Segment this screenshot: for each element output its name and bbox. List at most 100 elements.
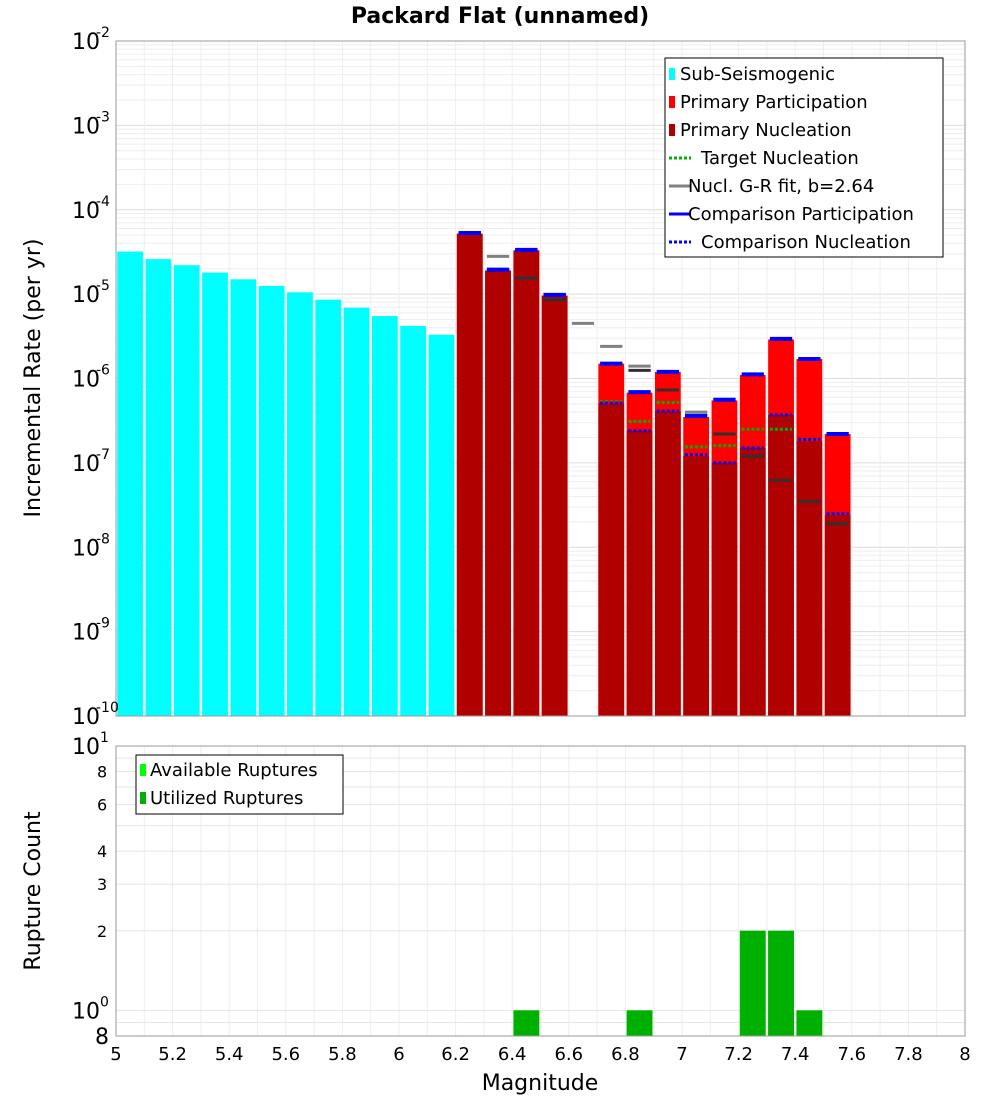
x-tick-label: 7.2: [724, 1044, 753, 1065]
bar-sub-seismogenic: [145, 259, 172, 716]
bar-primary-nucleation: [654, 411, 681, 716]
x-tick-label: 6.2: [441, 1044, 470, 1065]
x-tick-label: 5.8: [328, 1044, 357, 1065]
bar-primary-nucleation: [456, 233, 483, 716]
bottom-legend: Available Ruptures Utilized Ruptures: [135, 754, 344, 815]
top-y-tick-exponent: -2: [96, 25, 110, 41]
top-legend-box: [664, 57, 944, 258]
bar-utilized-ruptures: [626, 1010, 653, 1036]
bottom-plot-frame: [115, 745, 966, 1037]
x-tick-label: 7: [676, 1044, 687, 1065]
bar-primary-nucleation: [513, 250, 540, 717]
bar-primary-nucleation: [824, 515, 851, 716]
bottom-y-tick-label: 4: [97, 842, 107, 861]
bottom-y-tick-label: 10: [72, 735, 100, 760]
x-tick-label: 5: [110, 1044, 121, 1065]
top-legend: Sub-Seismogenic Primary Participation Prim…: [664, 57, 944, 258]
bar-primary-nucleation: [683, 456, 710, 716]
x-tick-label: 7.6: [837, 1044, 866, 1065]
top-y-tick-exponent: -8: [96, 531, 110, 547]
top-y-tick-exponent: -4: [96, 194, 110, 210]
bar-utilized-ruptures: [739, 930, 766, 1036]
legend-label: Comparison Participation: [688, 204, 914, 225]
top-y-tick-exponent: -7: [96, 447, 110, 463]
chart-title: Packard Flat (unnamed): [351, 4, 649, 29]
bar-primary-nucleation: [485, 270, 511, 716]
top-y-tick-label: 10: [72, 30, 100, 55]
legend-label: Sub-Seismogenic: [680, 64, 835, 85]
legend-swatch: [669, 124, 675, 136]
top-bars: [117, 233, 851, 717]
top-y-tick-exponent: -9: [96, 616, 110, 632]
bar-primary-nucleation: [598, 403, 625, 716]
bottom-y-tick-label: 2: [97, 922, 107, 941]
bar-utilized-ruptures: [796, 1010, 823, 1036]
top-y-tick-exponent: -10: [96, 700, 119, 716]
bar-sub-seismogenic: [230, 279, 257, 716]
bar-sub-seismogenic: [400, 325, 427, 716]
bar-primary-nucleation: [541, 295, 568, 716]
x-tick-label: 6: [393, 1044, 404, 1065]
bottom-y-tick-label: 6: [97, 796, 107, 815]
bar-sub-seismogenic: [343, 307, 370, 716]
bottom-y-tick-label: 10: [72, 999, 100, 1024]
top-y-tick-label: 10: [72, 536, 100, 561]
legend-label: Utilized Ruptures: [150, 788, 303, 809]
bottom-y-axis-label: Rupture Count: [21, 811, 46, 971]
top-y-tick-label: 10: [72, 114, 100, 139]
bar-sub-seismogenic: [428, 334, 455, 716]
bottom-legend-box: [135, 754, 344, 815]
top-y-axis-label: Incremental Rate (per yr): [21, 239, 46, 518]
x-tick-label: 6.4: [498, 1044, 527, 1065]
bar-sub-seismogenic: [117, 251, 144, 716]
bar-primary-nucleation: [796, 441, 823, 716]
x-tick-label: 5.6: [271, 1044, 300, 1065]
legend-label: Nucl. G-R fit, b=2.64: [688, 176, 874, 197]
bar-utilized-ruptures: [768, 930, 794, 1036]
legend-label: Primary Participation: [680, 92, 868, 113]
x-tick-labels: 5 5.2 5.4 5.6 5.8 6 6.2 6.4 6.6 6.8 7 7.2 7.4 7.6 7.8 8: [110, 1044, 970, 1065]
bar-sub-seismogenic: [173, 265, 200, 716]
legend-label: Comparison Nucleation: [701, 232, 911, 253]
top-y-tick-label: 10: [72, 621, 100, 646]
top-y-tick-label: 10: [72, 283, 100, 308]
x-tick-label: 5.4: [215, 1044, 244, 1065]
top-y-tick-label: 10: [72, 368, 100, 393]
bottom-bars: [513, 930, 823, 1036]
top-y-tick-label: 10: [72, 705, 100, 730]
bar-primary-nucleation: [711, 462, 738, 716]
top-y-tick-label: 10: [72, 452, 100, 477]
top-plot-frame: [115, 40, 966, 717]
top-y-tick-exponent: -5: [96, 278, 110, 294]
bottom-y-tick-exponent: 1: [100, 730, 109, 746]
bar-sub-seismogenic: [315, 299, 342, 716]
legend-swatch: [669, 68, 675, 80]
bar-sub-seismogenic: [258, 285, 285, 716]
bottom-y-tick-exponent: 0: [100, 994, 109, 1010]
legend-swatch: [669, 96, 675, 108]
x-tick-label: 5.2: [158, 1044, 187, 1065]
x-tick-label: 8: [959, 1044, 970, 1065]
x-tick-label: 7.8: [894, 1044, 923, 1065]
legend-label: Target Nucleation: [700, 148, 859, 169]
bar-utilized-ruptures: [513, 1010, 540, 1036]
bar-primary-nucleation: [768, 414, 794, 716]
x-tick-label: 6.8: [611, 1044, 640, 1065]
top-y-tick-label: 10: [72, 199, 100, 224]
bottom-y-tick-label: 3: [97, 875, 107, 894]
bar-sub-seismogenic: [371, 316, 398, 716]
bar-primary-nucleation: [739, 448, 766, 716]
legend-swatch: [140, 764, 146, 776]
top-y-tick-exponent: -6: [96, 363, 110, 379]
bar-sub-seismogenic: [287, 292, 313, 716]
x-tick-label: 6.6: [554, 1044, 583, 1065]
bottom-y-tick-label: 8: [95, 1025, 109, 1050]
x-tick-label: 7.4: [781, 1044, 810, 1065]
top-y-tick-exponent: -3: [96, 109, 110, 125]
bottom-y-tick-label: 8: [97, 763, 107, 782]
x-axis-label: Magnitude: [482, 1071, 599, 1096]
legend-swatch: [140, 792, 146, 804]
